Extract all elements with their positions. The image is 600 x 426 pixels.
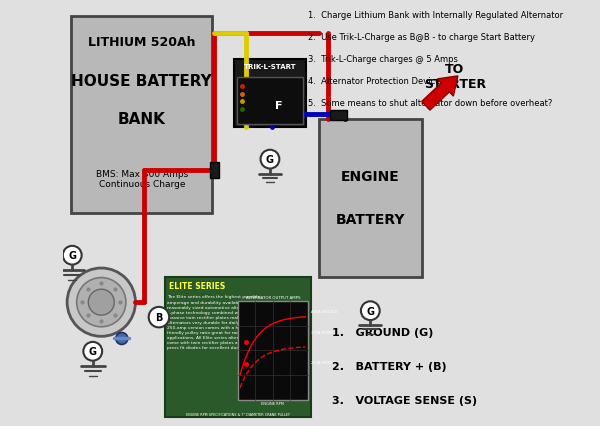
Text: AREA MODELS: AREA MODELS (311, 309, 337, 313)
Text: ENGINE: ENGINE (341, 170, 400, 184)
Bar (210, 162, 219, 178)
Circle shape (149, 307, 169, 328)
Circle shape (260, 150, 280, 169)
Text: The Elite series offers the highest possible
amperage and durability available i: The Elite series offers the highest poss… (167, 295, 261, 349)
Text: G: G (68, 250, 76, 261)
Text: TRIK-L-START: TRIK-L-START (244, 64, 296, 70)
Text: G: G (366, 306, 374, 316)
Text: G: G (266, 155, 274, 165)
Bar (233, 60, 306, 128)
Text: ENGINE RPM SPECIFICATIONS & 7" DIAMETER CRANK PULLEY: ENGINE RPM SPECIFICATIONS & 7" DIAMETER … (186, 412, 290, 416)
Text: BATTERY: BATTERY (335, 213, 405, 226)
Bar (237, 78, 303, 124)
Text: 1.  Charge Lithium Bank with Internally Regulated Alternator: 1. Charge Lithium Bank with Internally R… (308, 11, 563, 20)
Text: 370A MODEL: 370A MODEL (311, 331, 334, 335)
Bar (166, 277, 311, 417)
Text: HOUSE BATTERY: HOUSE BATTERY (71, 73, 212, 89)
Circle shape (63, 246, 82, 265)
Bar (71, 17, 212, 213)
Text: BMS: Max 300 Amps
Continuous Charge: BMS: Max 300 Amps Continuous Charge (96, 169, 188, 189)
Text: TO
STARTER: TO STARTER (424, 63, 486, 91)
Text: 1.   GROUND (G): 1. GROUND (G) (332, 327, 433, 337)
Bar (319, 119, 422, 277)
Circle shape (116, 333, 128, 345)
Text: ALTERNATOR OUTPUT AMPS: ALTERNATOR OUTPUT AMPS (245, 296, 300, 299)
FancyArrow shape (422, 77, 458, 111)
Text: LITHIUM 520Ah: LITHIUM 520Ah (88, 36, 196, 49)
Circle shape (77, 278, 126, 327)
Circle shape (88, 290, 114, 315)
Text: 2.  Use Trik-L-Charge as B@B - to charge Start Battery: 2. Use Trik-L-Charge as B@B - to charge … (308, 33, 535, 42)
Text: B: B (155, 312, 163, 322)
Text: BANK: BANK (118, 112, 166, 127)
Circle shape (361, 302, 380, 320)
Text: F: F (275, 101, 283, 111)
Text: ELITE SERIES: ELITE SERIES (169, 282, 225, 291)
Text: 3.   VOLTAGE SENSE (S): 3. VOLTAGE SENSE (S) (332, 395, 477, 406)
Text: 5.  Some means to shut alternator down before overheat?: 5. Some means to shut alternator down be… (308, 99, 553, 108)
Circle shape (67, 268, 136, 337)
Text: 250A MODEL: 250A MODEL (311, 360, 335, 364)
Text: 3.  Trik-L-Charge charges @ 5 Amps: 3. Trik-L-Charge charges @ 5 Amps (308, 55, 458, 64)
Text: G: G (89, 346, 97, 357)
Bar (238, 301, 308, 400)
Circle shape (83, 342, 102, 361)
Text: 4.  Alternator Protection Device: 4. Alternator Protection Device (308, 77, 441, 86)
Text: 2.   BATTERY + (B): 2. BATTERY + (B) (332, 361, 446, 371)
Text: ENGINE RPM: ENGINE RPM (262, 401, 284, 405)
Bar (330, 111, 347, 121)
